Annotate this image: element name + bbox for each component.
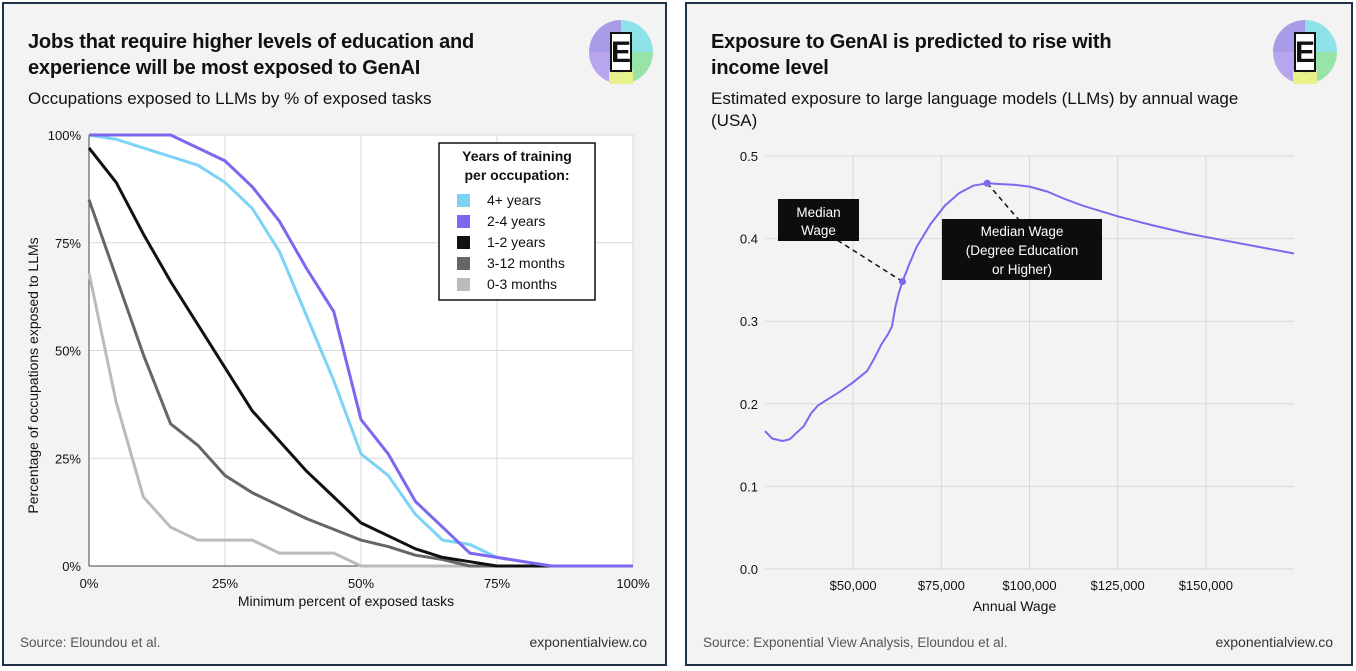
- legend-swatch: [457, 194, 470, 207]
- y-tick-label: 0%: [62, 559, 81, 574]
- source-text: Source: Eloundou et al.: [20, 635, 161, 650]
- x-tick-label: $50,000: [830, 578, 877, 593]
- y-tick-label: 100%: [48, 128, 82, 143]
- y-tick-label: 0.0: [740, 562, 758, 577]
- exposure-line: [764, 182, 1295, 442]
- x-tick-label: $150,000: [1179, 578, 1233, 593]
- x-tick-label: 25%: [212, 576, 238, 591]
- series-line-2-4-years: [89, 133, 633, 568]
- chart-title-line2: income level: [711, 57, 829, 79]
- source-text: Source: Exponential View Analysis, Eloun…: [703, 635, 1008, 650]
- legend-swatch: [457, 215, 470, 228]
- chart-subtitle: Occupations exposed to LLMs by % of expo…: [28, 89, 432, 108]
- legend-label: 2-4 years: [487, 213, 545, 229]
- chart-title-line2: experience will be most exposed to GenAI: [28, 57, 421, 79]
- x-tick-label: 75%: [484, 576, 510, 591]
- callout-label: or Higher): [992, 262, 1052, 277]
- x-tick-label: 100%: [616, 576, 650, 591]
- exponential-view-logo-icon: E: [1273, 20, 1337, 84]
- series-line-1-2-years: [87, 146, 633, 568]
- exposure-by-training-chart: 0% 25% 50% 75% 100% 0% 25% 50% 75% 100% Minimum pe…: [25, 128, 650, 609]
- y-tick-label: 75%: [55, 236, 81, 251]
- callout-box: [778, 199, 859, 241]
- callout-leader-line: [986, 182, 1020, 221]
- callout-label: (Degree Education: [966, 243, 1079, 258]
- y-tick-label: 0.5: [740, 149, 758, 164]
- x-tick-label: $125,000: [1091, 578, 1145, 593]
- y-axis-title: Percentage of occupations exposed to LLM…: [25, 237, 41, 513]
- legend-label: 0-3 months: [487, 276, 557, 292]
- legend-label: 1-2 years: [487, 234, 545, 250]
- left-chart-panel: Jobs that require higher levels of educa…: [2, 2, 667, 666]
- chart-title: Exposure to GenAI is predicted to rise w…: [711, 29, 1112, 81]
- chart-subtitle-line2: (USA): [711, 111, 758, 130]
- callout-label: Wage: [801, 223, 836, 238]
- y-tick-label: 0.4: [740, 232, 758, 247]
- chart-title: Jobs that require higher levels of educa…: [28, 29, 474, 81]
- legend-swatch: [457, 236, 470, 249]
- series-line-3-12-months: [87, 199, 633, 568]
- callout-leader-line: [836, 239, 903, 283]
- legend-label: 3-12 months: [487, 255, 565, 271]
- y-tick-label: 50%: [55, 344, 81, 359]
- site-link[interactable]: exponentialview.co: [529, 634, 647, 650]
- y-tick-label: 0.2: [740, 397, 758, 412]
- chart-subtitle: Estimated exposure to large language mod…: [711, 88, 1238, 132]
- x-tick-label: $100,000: [1002, 578, 1056, 593]
- callout-box: [942, 219, 1102, 280]
- chart-title-line1: Exposure to GenAI is predicted to rise w…: [711, 31, 1112, 53]
- annotation-point: [899, 278, 907, 286]
- legend-label: 4+ years: [487, 192, 541, 208]
- site-link[interactable]: exponentialview.co: [1215, 634, 1333, 650]
- legend-title: per occupation:: [464, 167, 569, 183]
- y-tick-label: 25%: [55, 451, 81, 466]
- chart-subtitle-line1: Estimated exposure to large language mod…: [711, 89, 1239, 108]
- x-tick-label: 0%: [80, 576, 99, 591]
- series-line-0-3-months: [87, 272, 633, 568]
- annotation-point: [983, 179, 991, 187]
- right-chart-panel: Exposure to GenAI is predicted to rise w…: [685, 2, 1353, 666]
- x-tick-label: 50%: [348, 576, 374, 591]
- exposure-by-wage-chart: $50,000 $75,000 $100,000 $125,000 $150,000 0.…: [740, 149, 1295, 614]
- legend-swatch: [457, 257, 470, 270]
- legend-title: Years of training: [462, 148, 572, 164]
- legend-swatch: [457, 278, 470, 291]
- y-tick-label: 0.1: [740, 479, 758, 494]
- x-tick-label: $75,000: [918, 578, 965, 593]
- x-axis-title: Minimum percent of exposed tasks: [238, 593, 454, 609]
- logo-letter: E: [611, 36, 631, 69]
- callout-label: Median Wage: [981, 224, 1064, 239]
- logo-letter: E: [1295, 36, 1315, 69]
- x-axis-title: Annual Wage: [973, 598, 1057, 614]
- exponential-view-logo-icon: E: [589, 20, 653, 84]
- y-tick-label: 0.3: [740, 314, 758, 329]
- callout-label: Median: [796, 205, 840, 220]
- chart-title-line1: Jobs that require higher levels of educa…: [28, 31, 475, 53]
